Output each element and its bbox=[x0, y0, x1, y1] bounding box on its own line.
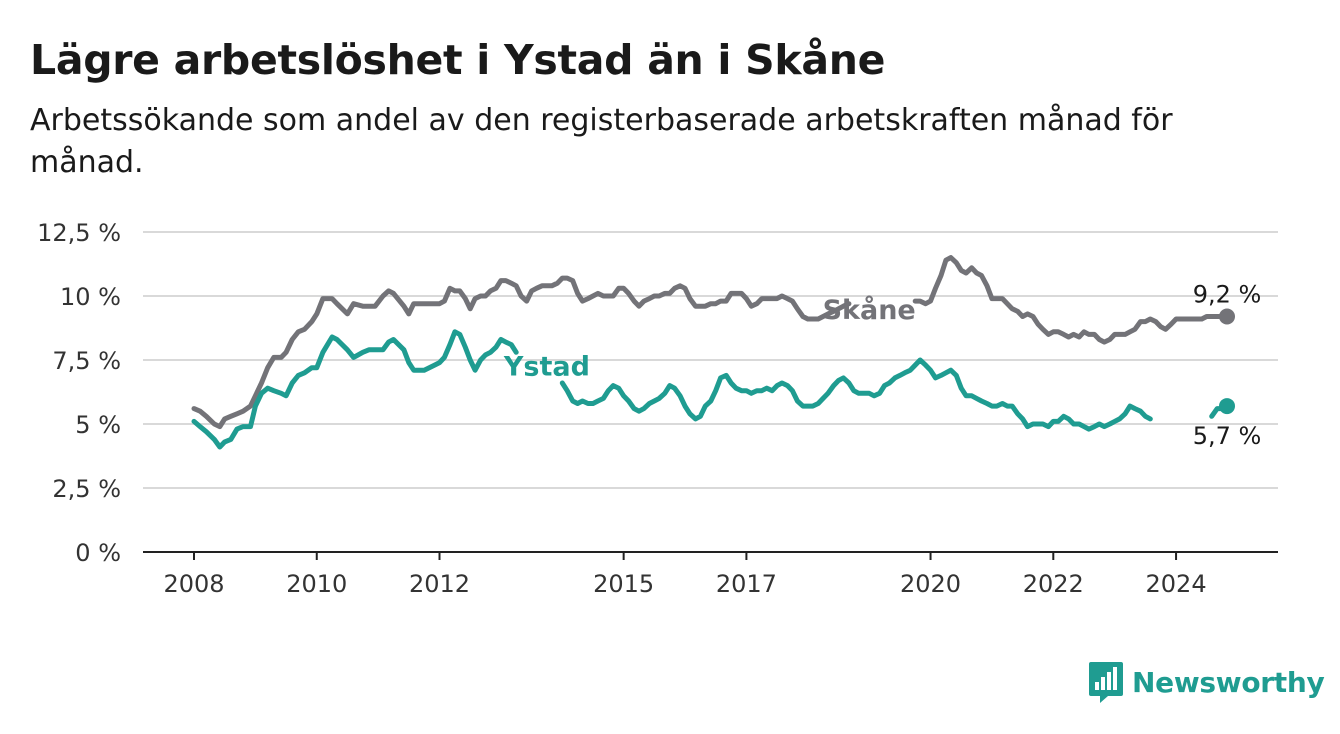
ystad-end-label: 5,7 % bbox=[1193, 422, 1262, 450]
x-tick-label: 2022 bbox=[1023, 570, 1084, 598]
series-label-ystad: Ystad bbox=[503, 351, 590, 382]
newsworthy-logo-icon bbox=[1089, 662, 1123, 703]
series-line-skåne bbox=[912, 255, 1230, 345]
x-tick-label: 2008 bbox=[163, 570, 224, 598]
skane-end-label: 9,2 % bbox=[1193, 280, 1262, 308]
end-point-ystad bbox=[1219, 398, 1235, 415]
x-tick-label: 2017 bbox=[716, 570, 777, 598]
series-line-ystad bbox=[191, 329, 519, 450]
series-line-ystad bbox=[559, 357, 1153, 432]
x-tick-label: 2015 bbox=[593, 570, 654, 598]
chart-subtitle: Arbetssökande som andel av den registerb… bbox=[30, 103, 1173, 180]
x-tick-label: 2024 bbox=[1146, 570, 1207, 598]
y-tick-label: 2,5 % bbox=[52, 475, 121, 503]
series-label-skåne: Skåne bbox=[823, 294, 916, 326]
x-tick-label: 2010 bbox=[286, 570, 347, 598]
x-tick-label: 2020 bbox=[900, 570, 961, 598]
newsworthy-logo: Newsworthy bbox=[1088, 660, 1325, 704]
x-tick-label: 2012 bbox=[409, 570, 470, 598]
series-line-skåne bbox=[191, 275, 852, 430]
y-tick-label: 10 % bbox=[60, 283, 121, 311]
chart-title: Lägre arbetslöshet i Ystad än i Skåne bbox=[30, 36, 886, 84]
y-tick-label: 5 % bbox=[75, 411, 121, 439]
y-tick-label: 7,5 % bbox=[52, 347, 121, 375]
y-tick-label: 12,5 % bbox=[37, 219, 121, 247]
newsworthy-logo-text: Newsworthy bbox=[1132, 665, 1325, 699]
end-point-skåne bbox=[1219, 308, 1235, 325]
y-tick-label: 0 % bbox=[75, 539, 121, 567]
